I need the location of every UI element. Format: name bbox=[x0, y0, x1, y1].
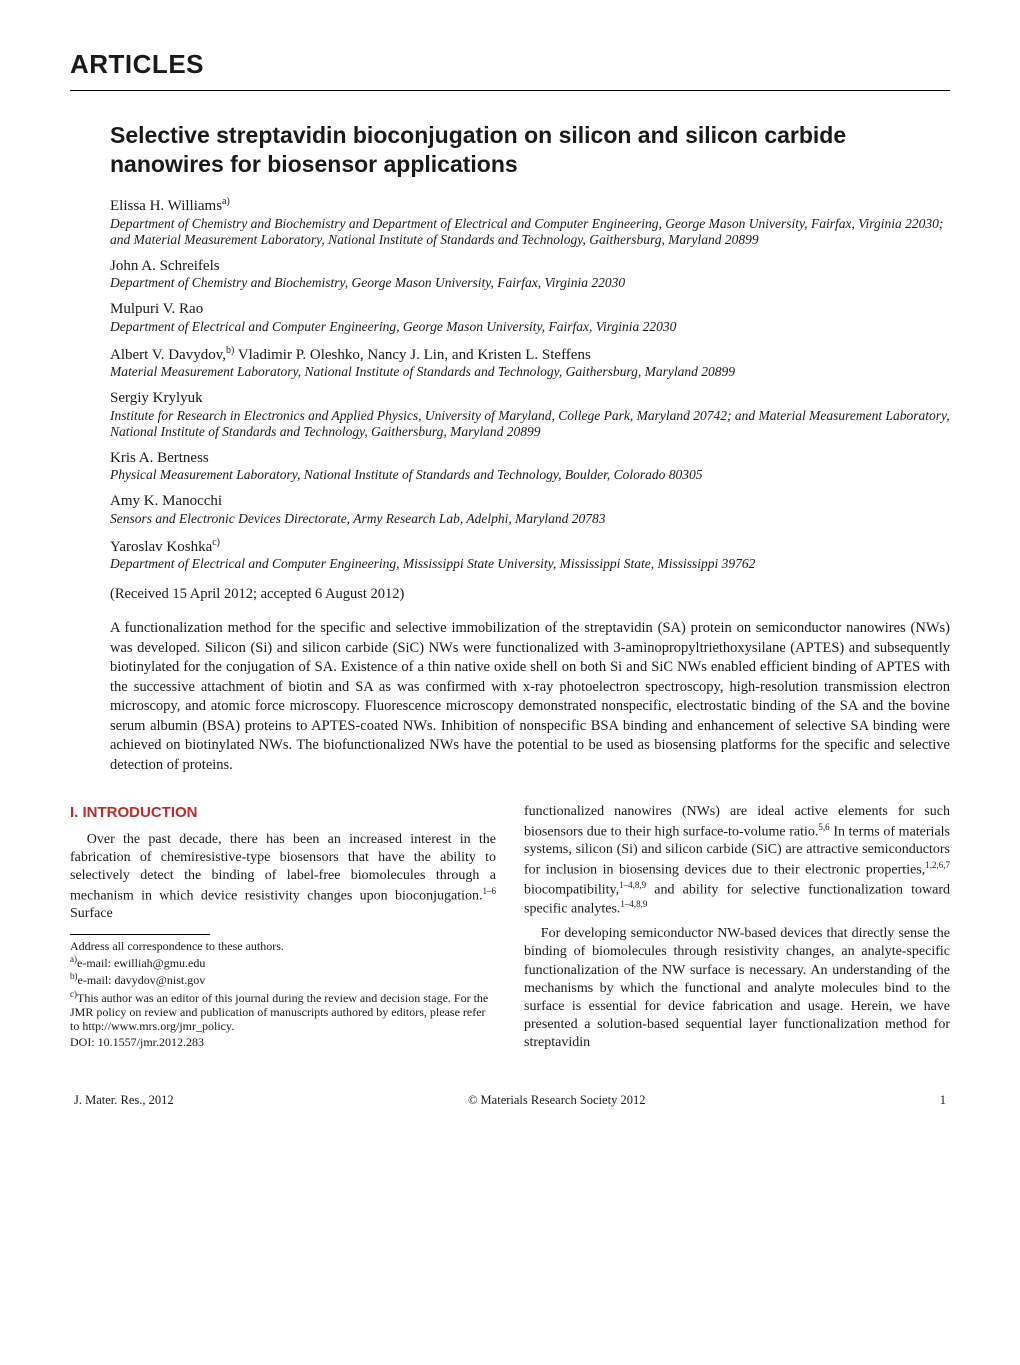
author-group: Elissa H. Williamsa) Department of Chemi… bbox=[110, 196, 950, 248]
footnote-sup: c) bbox=[70, 989, 77, 999]
doi-line: DOI: 10.1557/jmr.2012.283 bbox=[70, 1035, 496, 1049]
author-text: Kris A. Bertness bbox=[110, 450, 209, 466]
author-name: Amy K. Manocchi bbox=[110, 493, 950, 510]
paragraph: functionalized nanowires (NWs) are ideal… bbox=[524, 803, 950, 919]
author-affiliation: Sensors and Electronic Devices Directora… bbox=[110, 511, 950, 527]
author-name: Yaroslav Koshkac) bbox=[110, 537, 950, 556]
author-name: Kris A. Bertness bbox=[110, 450, 950, 467]
author-affiliation: Physical Measurement Laboratory, Nationa… bbox=[110, 467, 950, 483]
author-text: John A. Schreifels bbox=[110, 258, 220, 274]
author-name: John A. Schreifels bbox=[110, 258, 950, 275]
paper-title: Selective streptavidin bioconjugation on… bbox=[110, 121, 950, 179]
body-text: Over the past decade, there has been an … bbox=[70, 832, 496, 903]
body-text: biocompatibility, bbox=[524, 882, 619, 897]
author-text: Albert V. Davydov, bbox=[110, 347, 226, 363]
author-affiliation: Department of Chemistry and Biochemistry… bbox=[110, 216, 950, 248]
footnote-text: e-mail: davydov@nist.gov bbox=[78, 973, 206, 987]
citation-sup: 5,6 bbox=[818, 822, 829, 832]
author-group: Sergiy Krylyuk Institute for Research in… bbox=[110, 390, 950, 440]
author-group: Mulpuri V. Rao Department of Electrical … bbox=[110, 301, 950, 334]
footer-center: © Materials Research Society 2012 bbox=[468, 1093, 646, 1107]
footnote-text: This author was an editor of this journa… bbox=[70, 991, 488, 1034]
author-sup: a) bbox=[222, 196, 230, 207]
footnote-sup: a) bbox=[70, 954, 77, 964]
articles-header: ARTICLES bbox=[70, 50, 950, 91]
column-left: I. INTRODUCTION Over the past decade, th… bbox=[70, 803, 496, 1058]
author-affiliation: Department of Chemistry and Biochemistry… bbox=[110, 275, 950, 291]
column-right: functionalized nanowires (NWs) are ideal… bbox=[524, 803, 950, 1058]
footnote-text: e-mail: ewilliah@gmu.edu bbox=[77, 956, 205, 970]
received-line: (Received 15 April 2012; accepted 6 Augu… bbox=[110, 586, 950, 603]
author-group: Yaroslav Koshkac) Department of Electric… bbox=[110, 537, 950, 572]
paragraph: Over the past decade, there has been an … bbox=[70, 831, 496, 924]
author-group: Amy K. Manocchi Sensors and Electronic D… bbox=[110, 493, 950, 526]
author-group: Kris A. Bertness Physical Measurement La… bbox=[110, 450, 950, 483]
author-affiliation: Institute for Research in Electronics an… bbox=[110, 408, 950, 440]
footnotes: Address all correspondence to these auth… bbox=[70, 939, 496, 1050]
footnote-line: Address all correspondence to these auth… bbox=[70, 939, 496, 953]
author-affiliation: Material Measurement Laboratory, Nationa… bbox=[110, 364, 950, 380]
section-heading: I. INTRODUCTION bbox=[70, 803, 496, 823]
author-affiliation: Department of Electrical and Computer En… bbox=[110, 556, 950, 572]
body-text: Surface bbox=[70, 906, 113, 921]
author-extra: Vladimir P. Oleshko, Nancy J. Lin, and K… bbox=[234, 347, 590, 363]
citation-sup: 1,2,6,7 bbox=[925, 860, 950, 870]
author-sup: c) bbox=[212, 537, 220, 548]
footer-right: 1 bbox=[940, 1093, 946, 1107]
author-name: Sergiy Krylyuk bbox=[110, 390, 950, 407]
footer-left: J. Mater. Res., 2012 bbox=[74, 1093, 174, 1107]
citation-sup: 1–6 bbox=[483, 886, 497, 896]
abstract: A functionalization method for the speci… bbox=[110, 619, 950, 776]
citation-sup: 1–4,8,9 bbox=[620, 899, 647, 909]
author-text: Mulpuri V. Rao bbox=[110, 301, 203, 317]
author-text: Sergiy Krylyuk bbox=[110, 390, 203, 406]
author-text: Elissa H. Williams bbox=[110, 198, 222, 214]
author-text: Amy K. Manocchi bbox=[110, 493, 222, 509]
author-name: Elissa H. Williamsa) bbox=[110, 196, 950, 215]
page-footer: J. Mater. Res., 2012 © Materials Researc… bbox=[70, 1093, 950, 1107]
author-text: Yaroslav Koshka bbox=[110, 539, 212, 555]
author-group: John A. Schreifels Department of Chemist… bbox=[110, 258, 950, 291]
author-name: Mulpuri V. Rao bbox=[110, 301, 950, 318]
author-group: Albert V. Davydov,b) Vladimir P. Oleshko… bbox=[110, 345, 950, 380]
footnote-line: b)e-mail: davydov@nist.gov bbox=[70, 971, 496, 987]
footnote-line: c)This author was an editor of this jour… bbox=[70, 989, 496, 1034]
footnote-rule bbox=[70, 934, 210, 935]
body-columns: I. INTRODUCTION Over the past decade, th… bbox=[70, 803, 950, 1058]
footnote-sup: b) bbox=[70, 971, 78, 981]
authors-block: Elissa H. Williamsa) Department of Chemi… bbox=[110, 196, 950, 572]
paragraph: For developing semiconductor NW-based de… bbox=[524, 925, 950, 1052]
author-name: Albert V. Davydov,b) Vladimir P. Oleshko… bbox=[110, 345, 950, 364]
footnote-line: a)e-mail: ewilliah@gmu.edu bbox=[70, 954, 496, 970]
author-affiliation: Department of Electrical and Computer En… bbox=[110, 319, 950, 335]
citation-sup: 1–4,8,9 bbox=[619, 880, 646, 890]
